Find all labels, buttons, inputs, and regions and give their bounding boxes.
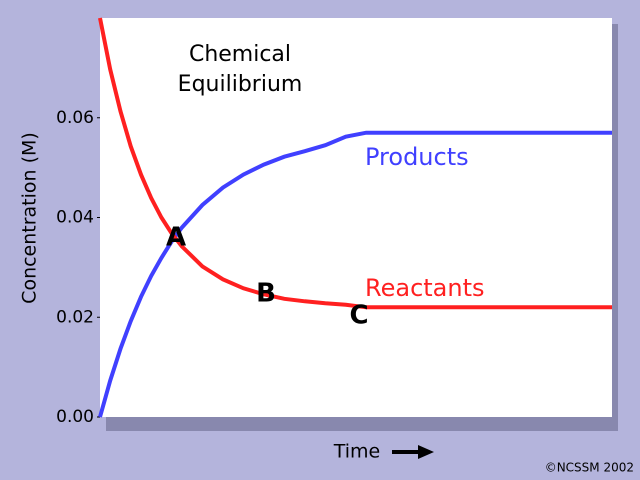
point-label: C [349, 301, 368, 331]
point-label: B [256, 279, 276, 309]
series-label: Products [365, 143, 469, 171]
y-tick-label: 0.02 [56, 307, 94, 327]
y-axis-label: Concentration (M) [19, 132, 41, 304]
chart-title: Equilibrium [178, 72, 303, 97]
series-label: Reactants [365, 274, 485, 302]
y-tick-label: 0.06 [56, 108, 94, 128]
series-line [98, 130, 612, 418]
time-arrow [392, 445, 434, 459]
series-line [98, 17, 612, 310]
point-label: A [166, 223, 186, 253]
credit: ©NCSSM 2002 [545, 461, 634, 475]
y-tick-label: 0.00 [56, 407, 94, 427]
chart-title: Chemical [189, 42, 291, 67]
plot-area [100, 18, 612, 417]
x-axis-label: Time [333, 441, 381, 463]
y-tick-label: 0.04 [56, 208, 94, 228]
